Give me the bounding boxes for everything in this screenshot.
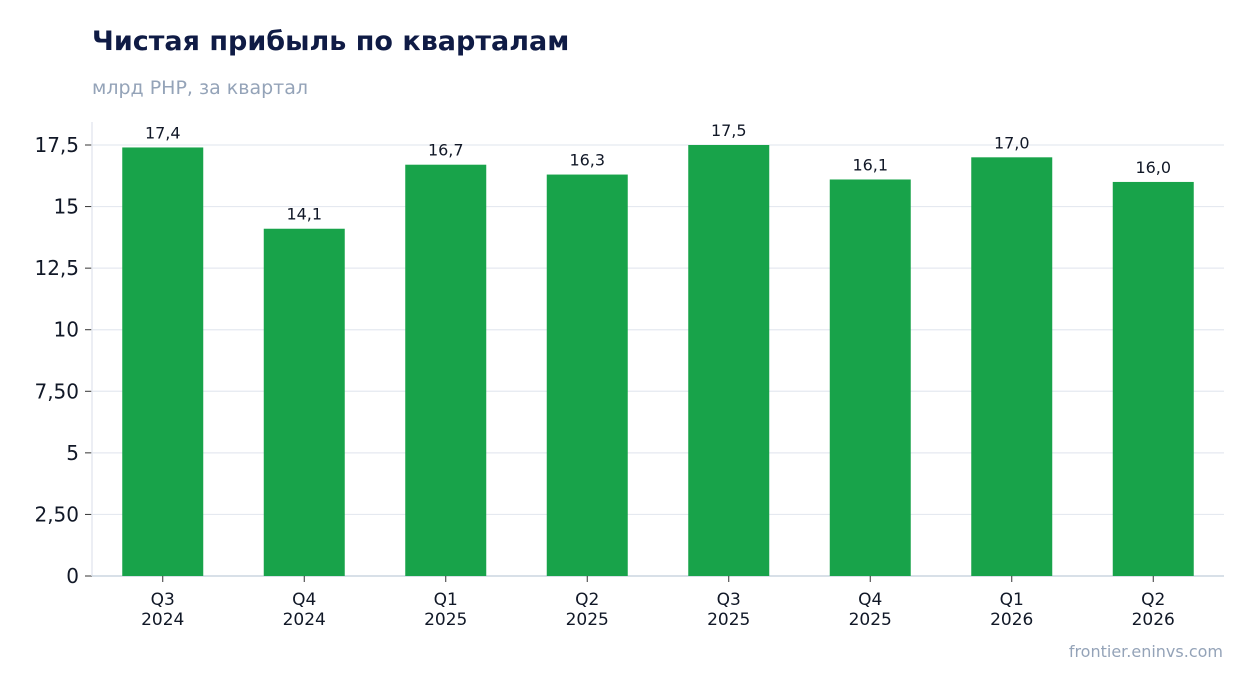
bar-value-label: 16,3 [569, 151, 605, 170]
bar [971, 157, 1053, 577]
x-tick-label: Q3 2025 [707, 590, 750, 630]
chart-title: Чистая прибыль по кварталам [92, 26, 570, 57]
bar-value-label: 16,7 [428, 141, 464, 160]
bar [688, 145, 770, 576]
bar-value-label: 17,0 [994, 133, 1030, 152]
x-tick-label: Q1 2026 [990, 590, 1033, 630]
bar [1112, 181, 1194, 576]
source-watermark: frontier.eninvs.com [1068, 642, 1223, 661]
bar [829, 179, 911, 577]
y-tick-label: 0 [66, 564, 79, 588]
chart-subtitle: млрд РНР, за квартал [92, 77, 309, 99]
bar [122, 147, 204, 576]
bar [546, 174, 628, 576]
y-tick-label: 12,5 [34, 256, 79, 280]
x-tick-label: Q4 2024 [283, 590, 326, 630]
bar-value-label: 17,5 [711, 121, 747, 140]
y-tick-label: 10 [54, 318, 79, 342]
y-tick-label: 2,50 [34, 502, 79, 526]
y-tick-label: 7,50 [34, 379, 79, 403]
x-tick-label: Q2 2025 [566, 590, 609, 630]
bar-value-label: 16,1 [852, 155, 888, 174]
x-tick-label: Q4 2025 [849, 590, 892, 630]
bar-value-label: 17,4 [145, 123, 181, 142]
bar-value-label: 16,0 [1135, 158, 1171, 177]
x-tick-label: Q1 2025 [424, 590, 467, 630]
bar-value-label: 14,1 [286, 205, 322, 224]
x-tick-label: Q3 2024 [141, 590, 184, 630]
y-tick-label: 5 [66, 441, 79, 465]
x-tick-label: Q2 2026 [1132, 590, 1175, 630]
y-tick-label: 17,5 [34, 133, 79, 157]
y-tick-label: 15 [54, 195, 79, 219]
bar [263, 228, 345, 577]
bar [405, 164, 487, 576]
